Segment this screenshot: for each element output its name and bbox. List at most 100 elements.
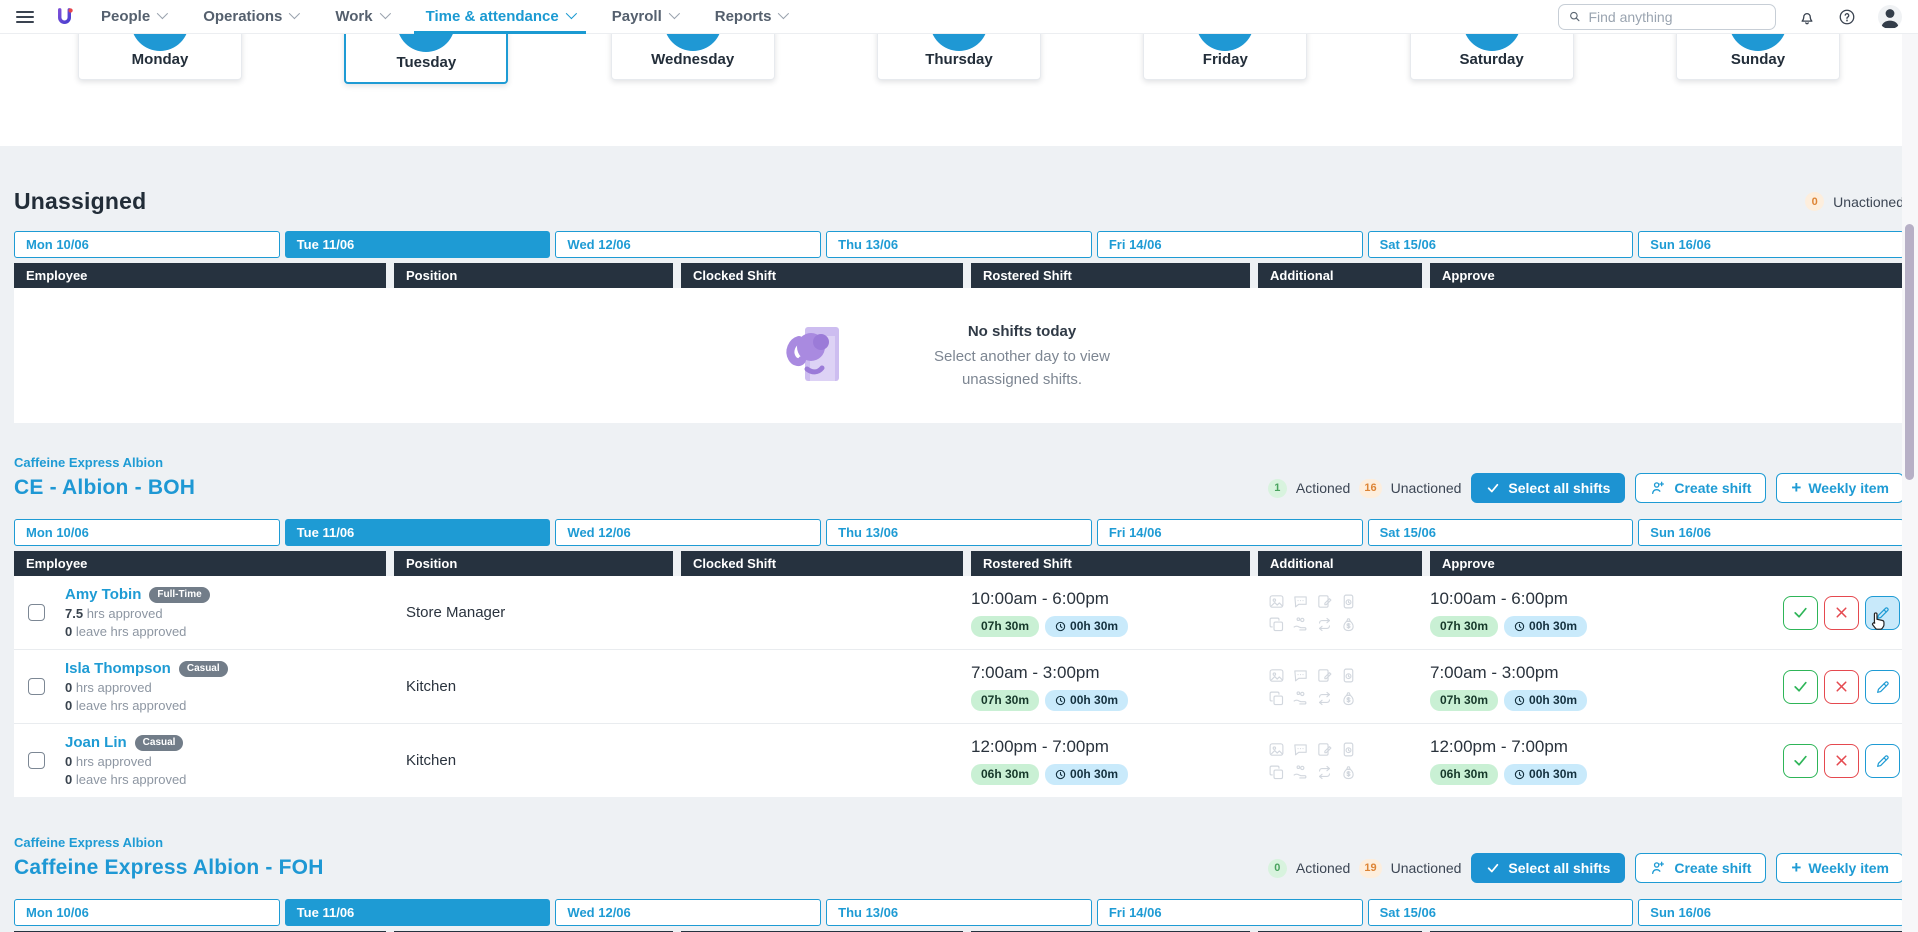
date-tab-sun-16-06[interactable]: Sun 16/06: [1638, 519, 1904, 546]
nav-item-people[interactable]: People: [101, 0, 165, 34]
unassigned-table-header: EmployeePositionClocked ShiftRostered Sh…: [14, 263, 1904, 288]
app-logo[interactable]: [54, 6, 75, 28]
day-card-label: Tuesday: [346, 54, 506, 71]
page-scrollbar-track[interactable]: [1902, 34, 1918, 932]
reject-shift-button[interactable]: [1824, 596, 1859, 630]
page-scrollbar-thumb[interactable]: [1905, 224, 1914, 480]
date-tab-sun-16-06[interactable]: Sun 16/06: [1638, 899, 1904, 926]
table-row: Isla Thompson Casual 0 hrs approved 0 le…: [14, 649, 1904, 723]
table-row: Joan Lin Casual 0 hrs approved 0 leave h…: [14, 723, 1904, 797]
date-tab-mon-10-06[interactable]: Mon 10/06: [14, 231, 280, 258]
day-card-thursday[interactable]: Thursday: [877, 28, 1041, 80]
approve-shift-button[interactable]: [1783, 596, 1818, 630]
date-tab-tue-11-06[interactable]: Tue 11/06: [285, 519, 551, 546]
note-icon: [1316, 593, 1333, 610]
employee-name-link[interactable]: Amy Tobin: [65, 586, 141, 603]
chevron-down-icon: [289, 8, 300, 19]
nav-item-work[interactable]: Work: [335, 0, 387, 34]
reject-shift-button[interactable]: [1824, 744, 1859, 778]
nav-item-operations[interactable]: Operations: [203, 0, 297, 34]
boh-section-title[interactable]: CE - Albion - BOH: [14, 476, 195, 500]
shift-swap-icon: [1316, 616, 1333, 633]
date-tab-thu-13-06[interactable]: Thu 13/06: [826, 519, 1092, 546]
date-tab-tue-11-06[interactable]: Tue 11/06: [285, 899, 551, 926]
date-tab-mon-10-06[interactable]: Mon 10/06: [14, 899, 280, 926]
foh-section-title[interactable]: Caffeine Express Albion - FOH: [14, 856, 324, 880]
row-checkbox[interactable]: [28, 678, 45, 695]
employment-type-badge: Casual: [179, 661, 228, 677]
unactioned-count-badge: 0: [1805, 192, 1824, 211]
create-shift-button[interactable]: Create shift: [1635, 473, 1766, 503]
break-duration-badge: 00h 30m: [1045, 764, 1128, 785]
hamburger-menu-icon[interactable]: [16, 11, 34, 23]
date-tab-wed-12-06[interactable]: Wed 12/06: [555, 231, 821, 258]
user-avatar[interactable]: [1878, 5, 1902, 29]
break-duration-badge: 00h 30m: [1504, 690, 1587, 711]
column-header-approve: Approve: [1430, 551, 1904, 576]
date-tab-sat-15-06[interactable]: Sat 15/06: [1368, 899, 1634, 926]
date-tab-sat-15-06[interactable]: Sat 15/06: [1368, 231, 1634, 258]
plus-icon: +: [1791, 858, 1801, 878]
approve-cell: 7:00am - 3:00pm 07h 30m 00h 30m: [1430, 663, 1904, 711]
boh-org-label[interactable]: Caffeine Express Albion: [14, 455, 1904, 470]
boh-table-body: Amy Tobin Full-Time 7.5 hrs approved 0 l…: [14, 576, 1904, 797]
column-header-clocked-shift: Clocked Shift: [681, 551, 963, 576]
date-tab-fri-14-06[interactable]: Fri 14/06: [1097, 231, 1363, 258]
weekly-item-button[interactable]: + Weekly item: [1776, 853, 1904, 883]
date-tab-wed-12-06[interactable]: Wed 12/06: [555, 519, 821, 546]
actioned-label: Actioned: [1296, 860, 1350, 876]
date-tab-sun-16-06[interactable]: Sun 16/06: [1638, 231, 1904, 258]
approve-shift-button[interactable]: [1783, 670, 1818, 704]
day-card-friday[interactable]: Friday: [1143, 28, 1307, 80]
worked-duration-badge: 07h 30m: [971, 616, 1039, 637]
search-input[interactable]: [1588, 9, 1766, 25]
nav-item-payroll[interactable]: Payroll: [612, 0, 677, 34]
empty-state-line2: unassigned shifts.: [907, 368, 1137, 391]
day-card-sunday[interactable]: Sunday: [1676, 28, 1840, 80]
chevron-down-icon: [157, 8, 168, 19]
notifications-bell-icon[interactable]: [1798, 8, 1816, 26]
weekly-item-button[interactable]: + Weekly item: [1776, 473, 1904, 503]
select-all-shifts-button[interactable]: Select all shifts: [1471, 473, 1625, 503]
actioned-label: Actioned: [1296, 480, 1350, 496]
money-bag-icon: [1340, 764, 1357, 781]
day-card-monday[interactable]: Monday: [78, 28, 242, 80]
hours-approved-text: 0 hrs approved: [65, 680, 228, 695]
nav-item-reports[interactable]: Reports: [715, 0, 787, 34]
date-tab-fri-14-06[interactable]: Fri 14/06: [1097, 519, 1363, 546]
date-tab-wed-12-06[interactable]: Wed 12/06: [555, 899, 821, 926]
edit-shift-button[interactable]: [1865, 596, 1900, 630]
global-search[interactable]: [1558, 4, 1776, 30]
employee-name-link[interactable]: Joan Lin: [65, 734, 127, 751]
help-icon[interactable]: [1838, 8, 1856, 26]
nav-item-label: Time & attendance: [426, 8, 559, 25]
chevron-down-icon: [778, 8, 789, 19]
pencil-icon: [1875, 753, 1891, 769]
nav-item-time-attendance[interactable]: Time & attendance: [426, 0, 574, 34]
approve-shift-button[interactable]: [1783, 744, 1818, 778]
date-tab-thu-13-06[interactable]: Thu 13/06: [826, 231, 1092, 258]
tips-icon: [1292, 690, 1309, 707]
select-all-shifts-button[interactable]: Select all shifts: [1471, 853, 1625, 883]
create-shift-button[interactable]: Create shift: [1635, 853, 1766, 883]
reject-shift-button[interactable]: [1824, 670, 1859, 704]
date-tab-sat-15-06[interactable]: Sat 15/06: [1368, 519, 1634, 546]
edit-shift-button[interactable]: [1865, 744, 1900, 778]
day-card-label: Friday: [1144, 51, 1306, 68]
date-tab-mon-10-06[interactable]: Mon 10/06: [14, 519, 280, 546]
day-card-saturday[interactable]: Saturday: [1410, 28, 1574, 80]
date-tab-fri-14-06[interactable]: Fri 14/06: [1097, 899, 1363, 926]
day-card-wednesday[interactable]: Wednesday: [611, 28, 775, 80]
hours-approved-text: 7.5 hrs approved: [65, 606, 210, 621]
day-card-tuesday[interactable]: Tuesday: [344, 28, 508, 84]
row-checkbox[interactable]: [28, 604, 45, 621]
employee-name-link[interactable]: Isla Thompson: [65, 660, 171, 677]
nav-item-label: Work: [335, 8, 372, 25]
row-checkbox[interactable]: [28, 752, 45, 769]
empty-state-title: No shifts today: [907, 320, 1137, 343]
date-tab-thu-13-06[interactable]: Thu 13/06: [826, 899, 1092, 926]
edit-shift-button[interactable]: [1865, 670, 1900, 704]
foh-org-label[interactable]: Caffeine Express Albion: [14, 835, 1904, 850]
approve-cell: 10:00am - 6:00pm 07h 30m 00h 30m: [1430, 589, 1904, 637]
date-tab-tue-11-06[interactable]: Tue 11/06: [285, 231, 551, 258]
